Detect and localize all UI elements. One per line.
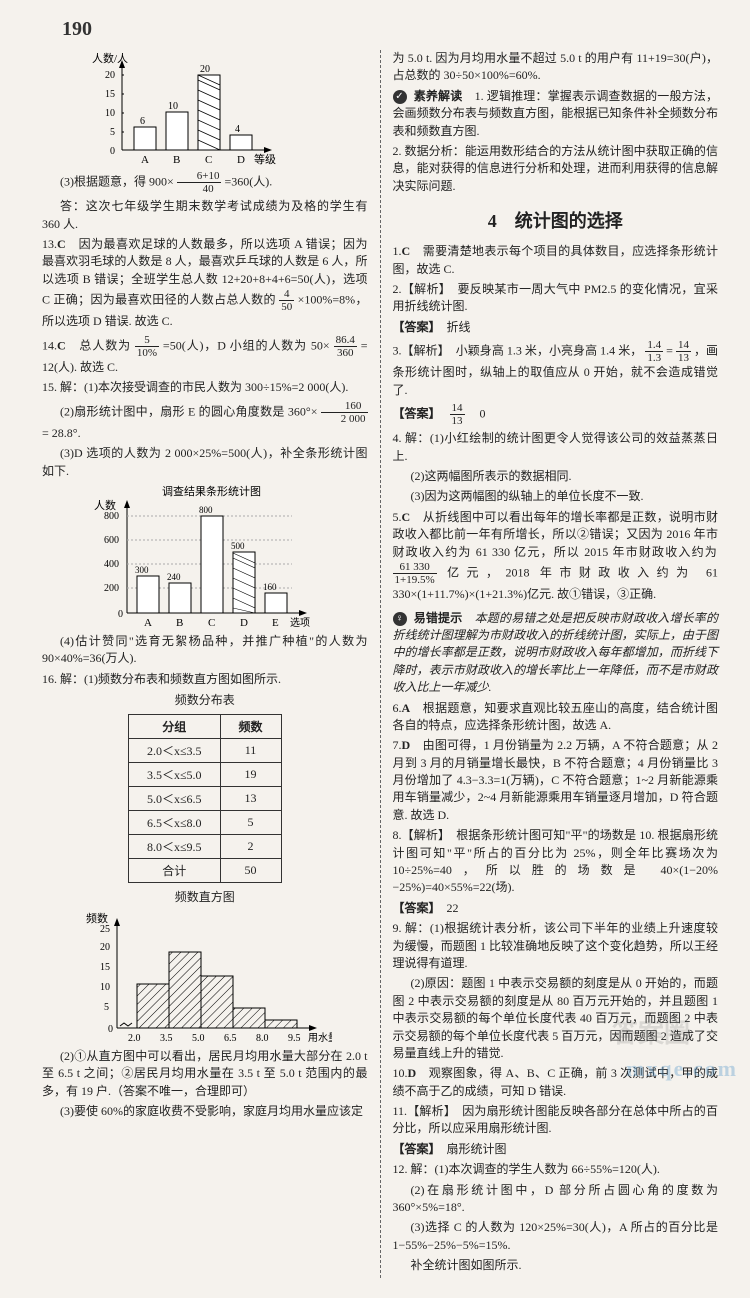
suyang-1: ✓ 素养解读 1. 逻辑推理：掌握表示调查数据的一般方法，会画频数分布表与频数直…: [393, 88, 719, 140]
r-q8: 8.【解析】 根据条形统计图可知"平"的场数是 10. 根据扇形统计图可知"平"…: [393, 827, 719, 897]
svg-text:160: 160: [263, 582, 277, 592]
cont-top: 为 5.0 t. 因为月均用水量不超过 5.0 t 的用户有 11+19=30(…: [393, 50, 719, 85]
svg-text:用水量/t: 用水量/t: [308, 1032, 332, 1044]
r-q1: 1.C 需要清楚地表示每个项目的具体数目，应选择条形统计图，故选 C.: [393, 243, 719, 278]
svg-text:800: 800: [199, 505, 213, 515]
svg-text:300: 300: [135, 565, 149, 575]
suyang-2: 2. 数据分析：能运用数形结合的方法从统计图中获取正确的信息，能对获得的信息进行…: [393, 143, 719, 195]
q12-3: (3)根据题意，得 900× 6+1040 =360(人).: [42, 170, 368, 195]
r-q3-ans: 【答案】 1413 0: [393, 402, 719, 427]
svg-text:500: 500: [231, 541, 245, 551]
watermark-url: mxqe.com: [626, 1056, 738, 1082]
svg-text:D: D: [240, 617, 248, 629]
chart-grades-bar: 人数/人 0 5 10 15 20 6 10: [82, 50, 282, 170]
chart-survey-bar: 调查结果条形统计图 人数 0 200 400 600 800 300 240 8…: [82, 483, 322, 633]
svg-text:5.0: 5.0: [192, 1033, 205, 1044]
r-q9-1: 9. 解：(1)根据统计表分析，该公司下半年的业绩上升速度较为缓慢，而题图 1 …: [393, 920, 719, 972]
svg-text:5: 5: [104, 1002, 109, 1013]
svg-text:选项: 选项: [290, 616, 310, 629]
r-yicuo: ♀ 易错提示 本题的易错之处是把反映市财政收入增长率的折线统计图理解为市财政收入…: [393, 610, 719, 697]
r-q4-1: 4. 解：(1)小红绘制的统计图更令人觉得该公司的效益蒸蒸日上.: [393, 430, 719, 465]
svg-text:0: 0: [108, 1024, 113, 1035]
svg-text:6.5: 6.5: [224, 1033, 237, 1044]
r-q12-2: (2)在扇形统计图中，D 部分所占圆心角的度数为 360°×5%=18°.: [393, 1182, 719, 1217]
r-q12-4: 补全统计图如图所示.: [393, 1257, 719, 1274]
lightbulb-icon: ♀: [393, 612, 407, 626]
r-q12-3: (3)选择 C 的人数为 120×25%=30(人)，A 所占的百分比是 1−5…: [393, 1219, 719, 1254]
svg-text:200: 200: [104, 583, 119, 594]
svg-text:A: A: [141, 154, 149, 166]
q15-4: (4)估计赞同"选育无絮杨品种，并推广种植"的人数为 90×40%=36(万人)…: [42, 633, 368, 668]
svg-text:20: 20: [100, 942, 110, 953]
svg-text:C: C: [208, 617, 215, 629]
svg-text:5: 5: [110, 127, 115, 138]
r-q5: 5.C 从折线图中可以看出每年的增长率都是正数，说明市财政收入都比前一年有所增长…: [393, 509, 719, 604]
q16-1: 16. 解：(1)频数分布表和频数直方图如图所示.: [42, 671, 368, 688]
r-q3: 3.【解析】 小颖身高 1.3 米，小亮身高 1.4 米， 1.41.3 = 1…: [393, 339, 719, 399]
q12-answer: 答：这次七年级学生期末数学考试成绩为及格的学生有 360 人.: [42, 198, 368, 233]
r-q11: 11.【解析】 因为扇形统计图能反映各部分在总体中所占的百分比，所以应采用扇形统…: [393, 1103, 719, 1138]
histogram-title: 频数直方图: [42, 889, 368, 906]
q13: 13.C 因为最喜欢足球的人数最多，所以选项 A 错误；因为最喜欢羽毛球的人数是…: [42, 236, 368, 331]
r-q2-ans: 【答案】 折线: [393, 319, 719, 336]
svg-text:A: A: [144, 617, 152, 629]
column-divider: [380, 50, 381, 1278]
svg-text:400: 400: [104, 559, 119, 570]
r-q4-2: (2)这两幅图所表示的数据相同.: [393, 468, 719, 485]
svg-text:4: 4: [235, 124, 240, 135]
svg-text:20: 20: [200, 64, 210, 75]
svg-text:0: 0: [118, 609, 123, 620]
freq-table: 分组频数 2.0＜x≤3.511 3.5＜x≤5.019 5.0＜x≤6.513…: [128, 714, 282, 883]
freq-table-title: 频数分布表: [42, 692, 368, 709]
svg-text:C: C: [205, 154, 212, 166]
page-number: 190: [62, 18, 92, 41]
chart-histogram: 频数 0 5 10 15 20 25: [72, 908, 332, 1048]
r-q11-ans: 【答案】 扇形统计图: [393, 1141, 719, 1158]
svg-text:20: 20: [105, 70, 115, 81]
q15-1: 15. 解：(1)本次接受调查的市民人数为 300÷15%=2 000(人).: [42, 379, 368, 396]
svg-text:B: B: [176, 617, 183, 629]
r-q7: 7.D 由图可得，1 月份销量为 2.2 万辆，A 不符合题意；从 2 月到 3…: [393, 737, 719, 824]
q16-2: (2)①从直方图中可以看出，居民月均用水量大部分在 2.0 t 至 6.5 t …: [42, 1048, 368, 1100]
watermark-text: 答案圈: [612, 1013, 690, 1050]
section-title: 4 统计图的选择: [393, 207, 719, 233]
left-column: 人数/人 0 5 10 15 20 6 10: [42, 50, 368, 1278]
svg-text:调查结果条形统计图: 调查结果条形统计图: [162, 484, 261, 498]
svg-text:2.0: 2.0: [128, 1033, 141, 1044]
check-icon: ✓: [393, 90, 407, 104]
svg-text:6: 6: [140, 116, 145, 127]
svg-text:8.0: 8.0: [256, 1033, 269, 1044]
svg-text:B: B: [173, 154, 180, 166]
r-q6: 6.A 根据题意，知要求直观比较五座山的高度，结合统计图各自的特点，应选择条形统…: [393, 700, 719, 735]
r-q4-3: (3)因为这两幅图的纵轴上的单位长度不一致.: [393, 488, 719, 505]
r-q8-ans: 【答案】 22: [393, 900, 719, 917]
page-columns: 人数/人 0 5 10 15 20 6 10: [0, 0, 750, 1298]
svg-text:9.5: 9.5: [288, 1033, 301, 1044]
svg-text:10: 10: [105, 108, 115, 119]
svg-text:3.5: 3.5: [160, 1033, 173, 1044]
svg-text:D: D: [237, 154, 245, 166]
svg-text:等级: 等级: [254, 152, 276, 166]
q14: 14.C 总人数为 510% =50(人)，D 小组的人数为 50× 86.43…: [42, 334, 368, 377]
svg-text:15: 15: [105, 89, 115, 100]
right-column: 为 5.0 t. 因为月均用水量不超过 5.0 t 的用户有 11+19=30(…: [393, 50, 719, 1278]
r-q12-1: 12. 解：(1)本次调查的学生人数为 66÷55%=120(人).: [393, 1161, 719, 1178]
svg-text:0: 0: [110, 146, 115, 157]
svg-text:800: 800: [104, 511, 119, 522]
svg-text:25: 25: [100, 924, 110, 935]
q15-3: (3)D 选项的人数为 2 000×25%=500(人)，补全条形统计图如下.: [42, 445, 368, 480]
q15-2: (2)扇形统计图中，扇形 E 的圆心角度数是 360°× 1602 000 = …: [42, 400, 368, 443]
svg-text:10: 10: [100, 982, 110, 993]
q16-3: (3)要使 60%的家庭收费不受影响，家庭月均用水量应该定: [42, 1103, 368, 1120]
svg-text:240: 240: [167, 572, 181, 582]
svg-text:600: 600: [104, 535, 119, 546]
svg-text:10: 10: [168, 101, 178, 112]
svg-text:频数: 频数: [86, 911, 108, 925]
r-q2: 2.【解析】 要反映某市一周大气中 PM2.5 的变化情况，宜采用折线统计图.: [393, 281, 719, 316]
svg-text:E: E: [272, 617, 279, 629]
svg-text:15: 15: [100, 962, 110, 973]
